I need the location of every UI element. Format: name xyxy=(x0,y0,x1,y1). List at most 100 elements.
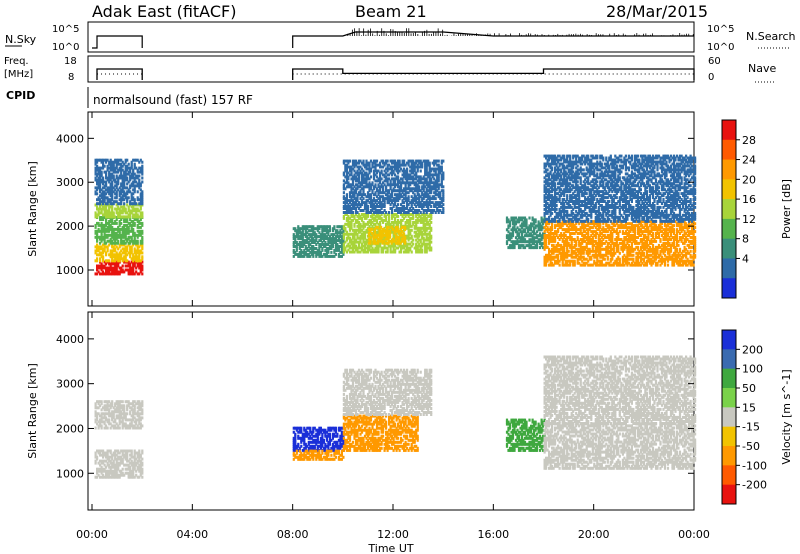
cell xyxy=(421,248,424,252)
cell xyxy=(135,215,138,219)
cell xyxy=(425,234,428,238)
cell xyxy=(357,173,361,177)
cell xyxy=(404,213,407,216)
cell xyxy=(365,183,368,187)
cell xyxy=(139,262,142,266)
cell xyxy=(319,243,322,246)
cell xyxy=(419,181,422,185)
cell xyxy=(433,169,436,173)
cell xyxy=(415,205,418,208)
cell xyxy=(433,209,436,212)
cell xyxy=(124,215,127,219)
cell xyxy=(410,189,413,193)
cell xyxy=(123,233,126,237)
cell xyxy=(362,222,365,226)
cell xyxy=(347,242,350,246)
cell xyxy=(412,171,415,175)
cell xyxy=(348,222,352,226)
cell xyxy=(433,173,436,177)
cell xyxy=(103,196,106,200)
cell xyxy=(410,250,413,254)
cell xyxy=(303,241,306,244)
cell xyxy=(384,229,387,233)
cell xyxy=(114,249,117,253)
cell xyxy=(412,187,415,191)
nave-tick-60: 60 xyxy=(708,56,721,67)
cell xyxy=(397,189,400,193)
cell xyxy=(348,216,352,220)
cell xyxy=(377,205,380,208)
cell xyxy=(351,167,355,171)
cell xyxy=(105,209,108,213)
cell xyxy=(103,245,106,249)
cell xyxy=(102,198,105,202)
cell xyxy=(359,214,362,218)
cell xyxy=(327,229,330,233)
cell xyxy=(374,185,377,189)
cell xyxy=(371,213,374,216)
cell xyxy=(138,174,141,178)
cell xyxy=(428,177,431,181)
cell xyxy=(135,259,138,263)
cell xyxy=(415,248,418,252)
cell xyxy=(407,181,410,185)
cell xyxy=(115,158,118,162)
cell xyxy=(416,244,419,248)
cell xyxy=(362,193,365,197)
cell xyxy=(334,252,337,256)
cell xyxy=(375,246,379,250)
cell xyxy=(425,179,428,183)
cell xyxy=(133,202,136,206)
cell xyxy=(422,203,425,207)
cell xyxy=(409,228,412,232)
cell xyxy=(135,243,138,247)
cell xyxy=(377,163,380,167)
cell xyxy=(114,239,117,243)
cell xyxy=(324,245,327,248)
cell xyxy=(114,215,117,219)
cell xyxy=(136,262,139,266)
cell xyxy=(416,240,419,244)
cell xyxy=(412,177,415,181)
cell xyxy=(421,236,424,240)
cell xyxy=(416,232,419,236)
cell xyxy=(132,223,135,227)
cell xyxy=(398,185,401,189)
cell xyxy=(325,252,328,256)
cell xyxy=(318,250,321,254)
cell xyxy=(133,231,136,235)
cell xyxy=(386,165,389,169)
cell xyxy=(391,165,394,169)
cell xyxy=(425,199,428,203)
cell xyxy=(368,201,371,205)
cell xyxy=(406,181,409,185)
cell xyxy=(344,199,347,203)
cell xyxy=(430,187,433,191)
cell xyxy=(130,166,133,170)
cell xyxy=(394,197,397,201)
cell xyxy=(356,205,359,208)
cell xyxy=(403,193,406,197)
cell xyxy=(112,266,115,270)
cell xyxy=(379,187,382,191)
cell xyxy=(105,259,108,263)
cell xyxy=(353,191,356,195)
cell xyxy=(401,207,404,210)
cell xyxy=(306,237,309,241)
cell xyxy=(330,254,333,258)
cell xyxy=(416,165,419,169)
cell xyxy=(424,167,427,171)
cell xyxy=(362,230,365,234)
cell xyxy=(124,166,127,170)
cell xyxy=(345,205,348,208)
cell xyxy=(391,191,394,195)
cell xyxy=(359,209,362,212)
cell xyxy=(380,203,383,207)
cell xyxy=(344,159,347,163)
cell xyxy=(102,251,105,255)
cell xyxy=(126,220,129,223)
cell xyxy=(391,216,394,220)
cell xyxy=(132,192,135,196)
cell xyxy=(392,165,395,169)
cell xyxy=(115,270,118,274)
